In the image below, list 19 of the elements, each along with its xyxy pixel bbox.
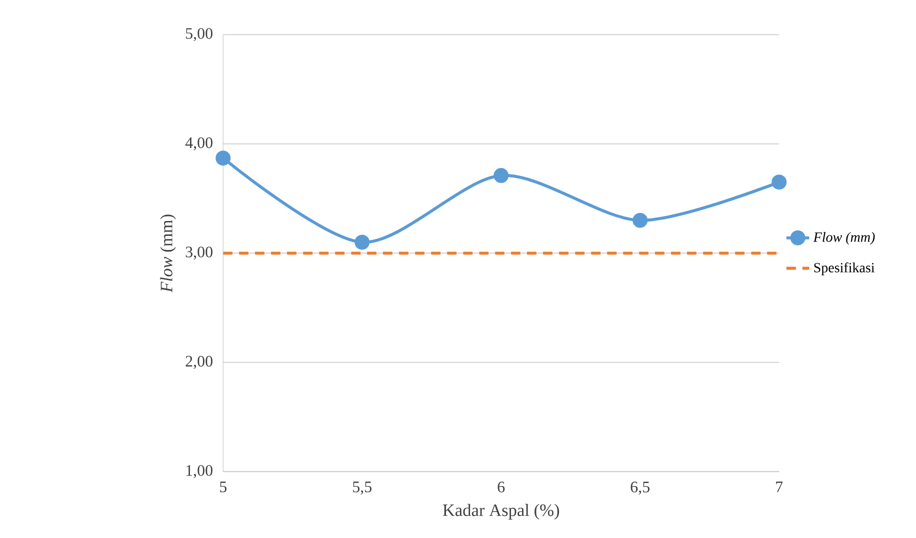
legend-label: Spesifikasi xyxy=(814,262,875,276)
point xyxy=(632,212,648,228)
x-tick-label: 5,5 xyxy=(353,482,372,495)
y-tick-label: 2,00 xyxy=(186,356,212,369)
x-tick-label: 6 xyxy=(498,482,505,492)
x-tick-label: 5 xyxy=(220,482,226,492)
legend-label: Flow (mm) xyxy=(813,232,875,245)
y-tick-label: 5,00 xyxy=(186,28,212,42)
point xyxy=(354,234,370,250)
x-axis-title: Kadar Aspal (%) xyxy=(442,504,560,520)
x-tick-label: 7 xyxy=(776,482,783,492)
y-tick-label: 4,00 xyxy=(185,137,212,150)
x-tick-label: 6,5 xyxy=(630,482,650,495)
y-tick-label: 1,00 xyxy=(186,465,212,478)
y-tick-label: 3,00 xyxy=(186,246,212,260)
point xyxy=(772,174,787,190)
y-axis-title: Flow (mm) xyxy=(160,214,176,292)
point xyxy=(494,168,509,184)
point xyxy=(216,150,231,166)
